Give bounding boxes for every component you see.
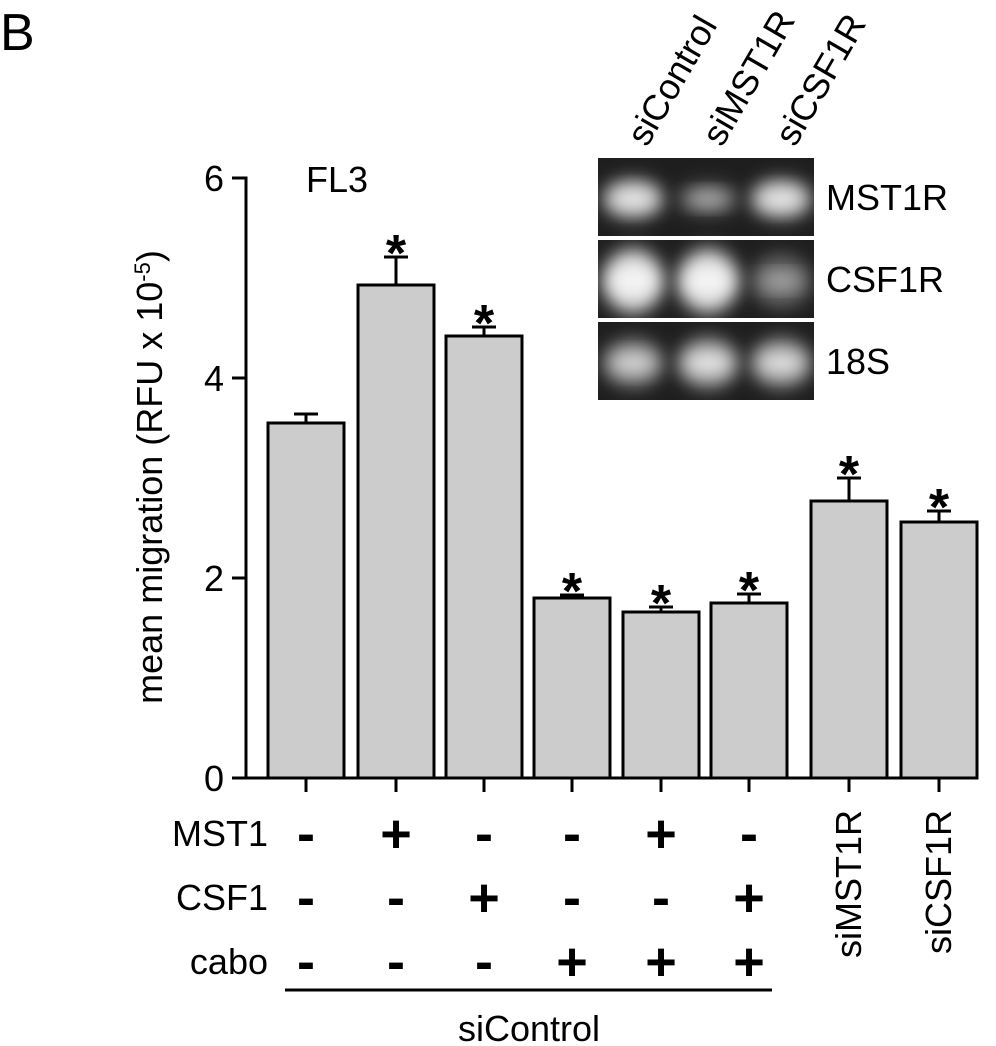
gel-band: [751, 255, 811, 307]
gel-band-core: [687, 192, 729, 206]
bar: [356, 283, 436, 780]
gel-band-core: [609, 271, 657, 291]
condition-sign: -: [563, 868, 581, 928]
condition-row-label: MST1: [172, 813, 268, 854]
gel-band: [678, 337, 738, 389]
gel-band-core: [609, 189, 657, 209]
gel-band: [751, 338, 811, 388]
significance-star: *: [562, 563, 583, 621]
gel-band: [603, 339, 663, 387]
bar: [266, 421, 346, 780]
y-tick-label: 6: [204, 158, 224, 199]
gel-band: [603, 249, 663, 313]
bar: [532, 596, 612, 780]
gel-band: [678, 249, 738, 313]
significance-star: *: [474, 295, 495, 353]
bar: [809, 499, 889, 780]
gel-band-core: [760, 274, 802, 288]
bar: [899, 520, 979, 780]
y-axis-label: mean migration (RFU x 10-5): [129, 250, 170, 704]
gel-band: [678, 183, 738, 215]
gel-row-label: CSF1R: [826, 259, 944, 300]
vertical-condition-label: siCSF1R: [918, 810, 959, 954]
group-label: siControl: [458, 1008, 600, 1046]
condition-sign: +: [733, 868, 765, 928]
y-axis-label-superscript: -5: [130, 262, 155, 282]
condition-sign: +: [645, 932, 677, 992]
y-tick-label: 0: [204, 758, 224, 799]
condition-sign: +: [645, 804, 677, 864]
condition-sign: -: [740, 804, 758, 864]
condition-row-label: CSF1: [176, 877, 268, 918]
y-axis-label-tail: ): [129, 250, 170, 262]
condition-table: MST1- + - - + -CSF1- - + - - +cabo - - - + + +siMST1R siC…: [172, 804, 959, 992]
condition-row-label: cabo: [190, 941, 268, 982]
condition-sign: +: [468, 868, 500, 928]
condition-sign: -: [297, 804, 315, 864]
gel-band: [603, 179, 663, 219]
gel-row-label: 18S: [826, 341, 890, 382]
significance-star: *: [386, 225, 407, 283]
condition-sign: +: [380, 804, 412, 864]
chart-title: FL3: [306, 159, 368, 200]
significance-star: *: [651, 575, 672, 633]
condition-sign: +: [733, 932, 765, 992]
gel-band-core: [684, 271, 732, 291]
bar: [444, 334, 524, 780]
condition-sign: -: [387, 868, 405, 928]
y-axis: 0 2 4 6: [204, 158, 978, 799]
gel-band-core: [610, 354, 656, 372]
condition-sign: -: [652, 868, 670, 928]
condition-sign: -: [297, 868, 315, 928]
condition-sign: -: [475, 804, 493, 864]
gel-row-label: MST1R: [826, 177, 948, 218]
condition-sign: +: [556, 932, 588, 992]
significance-star: *: [839, 446, 860, 504]
y-tick-label: 2: [204, 558, 224, 599]
gel-band-core: [684, 353, 732, 373]
panel-label: B: [0, 4, 35, 62]
bar: [709, 601, 789, 780]
condition-sign: -: [475, 932, 493, 992]
gel-band-core: [757, 353, 805, 373]
significance-star: *: [739, 562, 760, 620]
gel-band: [751, 179, 811, 219]
y-tick-label: 4: [204, 358, 224, 399]
y-axis-label-main: mean migration (RFU x 10: [129, 282, 170, 704]
condition-sign: -: [387, 932, 405, 992]
gel-band-core: [757, 189, 805, 209]
bar: [621, 610, 701, 780]
condition-sign: -: [297, 932, 315, 992]
vertical-condition-label: siMST1R: [828, 810, 869, 958]
significance-star: *: [929, 479, 950, 537]
condition-sign: -: [563, 804, 581, 864]
